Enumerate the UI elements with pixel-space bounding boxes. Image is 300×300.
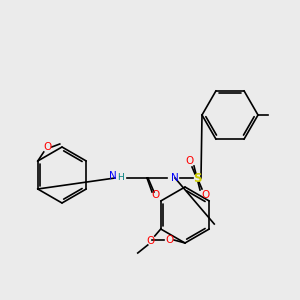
Text: H: H — [117, 173, 123, 182]
Text: O: O — [152, 190, 160, 200]
Text: O: O — [201, 190, 209, 200]
Text: S: S — [193, 172, 201, 184]
Text: N: N — [171, 173, 179, 183]
Text: O: O — [165, 235, 173, 245]
Text: N: N — [109, 171, 117, 181]
Text: O: O — [44, 142, 52, 152]
Text: O: O — [185, 156, 193, 166]
Text: O: O — [147, 236, 155, 246]
